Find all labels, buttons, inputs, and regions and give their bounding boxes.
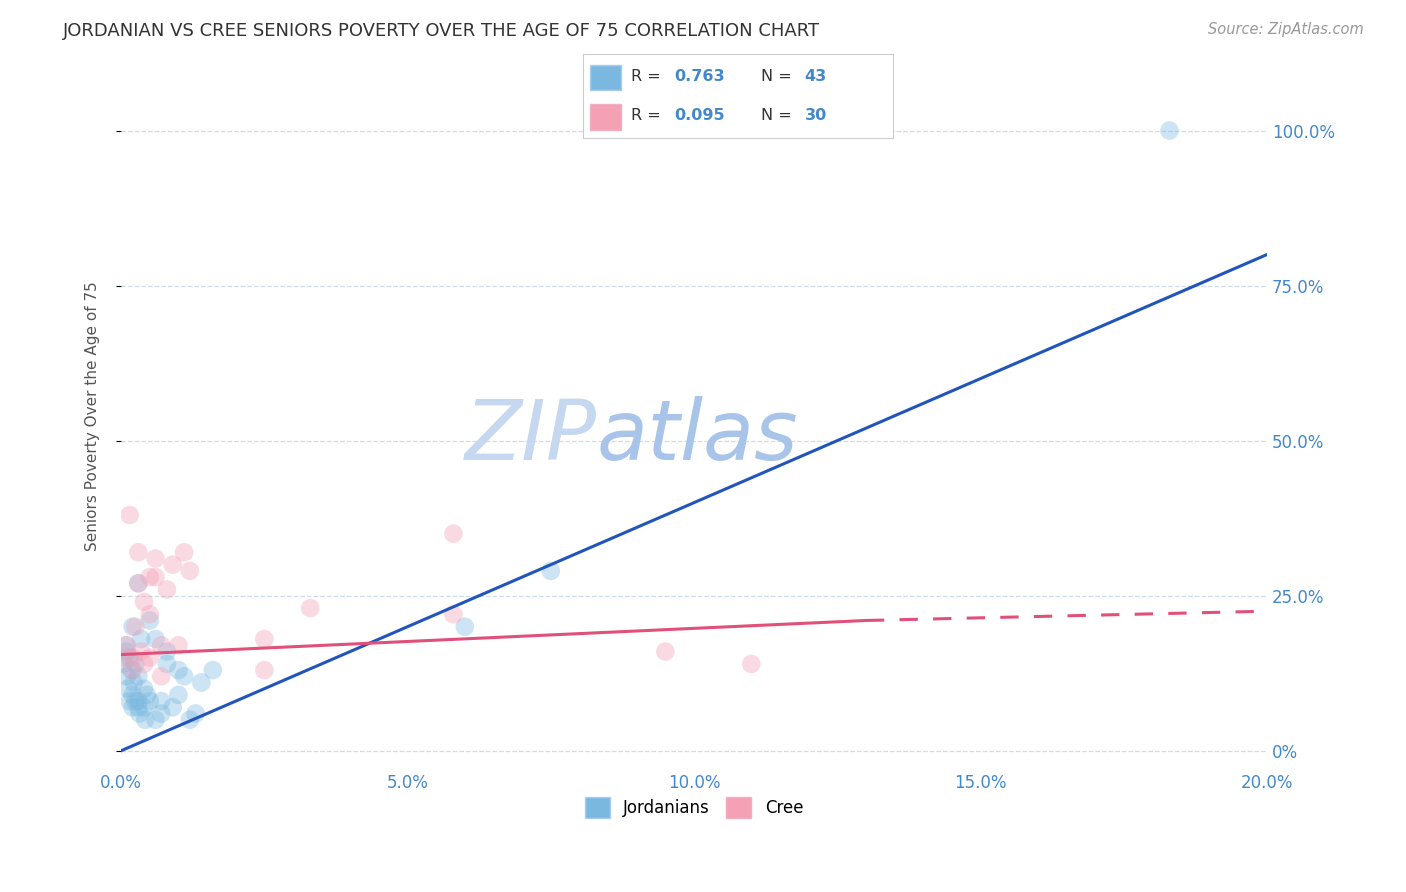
Point bbox=[132, 595, 155, 609]
Text: Source: ZipAtlas.com: Source: ZipAtlas.com bbox=[1208, 22, 1364, 37]
Point bbox=[122, 675, 145, 690]
Point bbox=[179, 713, 201, 727]
Point bbox=[127, 669, 149, 683]
Point bbox=[139, 694, 162, 708]
Text: R =: R = bbox=[631, 108, 666, 123]
Point bbox=[127, 576, 149, 591]
Point bbox=[145, 570, 167, 584]
Point bbox=[145, 551, 167, 566]
Text: R =: R = bbox=[631, 70, 666, 85]
FancyBboxPatch shape bbox=[589, 104, 620, 130]
Point bbox=[156, 582, 179, 597]
Point bbox=[253, 663, 276, 677]
Text: 0.763: 0.763 bbox=[675, 70, 725, 85]
Point bbox=[145, 713, 167, 727]
Point bbox=[118, 694, 141, 708]
Point bbox=[139, 570, 162, 584]
Point bbox=[127, 694, 149, 708]
Point bbox=[540, 564, 562, 578]
Point bbox=[121, 688, 143, 702]
Point bbox=[150, 638, 173, 652]
Point bbox=[1159, 123, 1181, 137]
Text: 30: 30 bbox=[804, 108, 827, 123]
Point bbox=[139, 607, 162, 622]
Point bbox=[167, 663, 190, 677]
Point bbox=[127, 700, 149, 714]
Point bbox=[127, 576, 149, 591]
Y-axis label: Seniors Poverty Over the Age of 75: Seniors Poverty Over the Age of 75 bbox=[86, 281, 100, 550]
Point bbox=[454, 620, 477, 634]
Point bbox=[118, 508, 141, 522]
Point bbox=[132, 681, 155, 696]
Point bbox=[124, 620, 146, 634]
Point bbox=[253, 632, 276, 646]
Point bbox=[120, 663, 142, 677]
Point bbox=[184, 706, 207, 721]
Point bbox=[150, 669, 173, 683]
Point bbox=[201, 663, 224, 677]
Point bbox=[162, 558, 184, 572]
Text: ZIP: ZIP bbox=[464, 396, 596, 477]
Point bbox=[118, 650, 141, 665]
Point bbox=[167, 688, 190, 702]
Point bbox=[132, 700, 155, 714]
Point bbox=[124, 694, 146, 708]
Point bbox=[156, 644, 179, 658]
Point bbox=[121, 650, 143, 665]
Point bbox=[114, 638, 136, 652]
Point bbox=[156, 657, 179, 671]
Point bbox=[127, 545, 149, 559]
Point bbox=[441, 526, 464, 541]
Point bbox=[124, 657, 146, 671]
Text: N =: N = bbox=[762, 108, 797, 123]
Point bbox=[145, 632, 167, 646]
Point bbox=[654, 644, 676, 658]
Point bbox=[173, 669, 195, 683]
Point bbox=[115, 638, 138, 652]
Point bbox=[299, 601, 322, 615]
Point bbox=[115, 669, 138, 683]
Point bbox=[117, 681, 139, 696]
Point bbox=[129, 632, 152, 646]
Text: 43: 43 bbox=[804, 70, 827, 85]
Point bbox=[115, 644, 138, 658]
Text: 0.095: 0.095 bbox=[675, 108, 725, 123]
Point bbox=[129, 644, 152, 658]
Point bbox=[740, 657, 762, 671]
Point bbox=[162, 700, 184, 714]
Point bbox=[112, 650, 135, 665]
FancyBboxPatch shape bbox=[589, 64, 620, 90]
Point bbox=[139, 650, 162, 665]
Point bbox=[167, 638, 190, 652]
Point bbox=[139, 614, 162, 628]
Point bbox=[112, 657, 135, 671]
Point bbox=[121, 663, 143, 677]
Text: JORDANIAN VS CREE SENIORS POVERTY OVER THE AGE OF 75 CORRELATION CHART: JORDANIAN VS CREE SENIORS POVERTY OVER T… bbox=[63, 22, 820, 40]
Point bbox=[190, 675, 212, 690]
Text: N =: N = bbox=[762, 70, 797, 85]
Point bbox=[121, 620, 143, 634]
Text: atlas: atlas bbox=[596, 396, 799, 477]
Point bbox=[150, 694, 173, 708]
Point bbox=[150, 706, 173, 721]
Point bbox=[135, 688, 157, 702]
Point bbox=[132, 657, 155, 671]
Point bbox=[179, 564, 201, 578]
Point bbox=[121, 700, 143, 714]
Legend: Jordanians, Cree: Jordanians, Cree bbox=[578, 790, 810, 824]
Point bbox=[173, 545, 195, 559]
Point bbox=[441, 607, 464, 622]
Point bbox=[134, 713, 156, 727]
Point bbox=[128, 706, 150, 721]
